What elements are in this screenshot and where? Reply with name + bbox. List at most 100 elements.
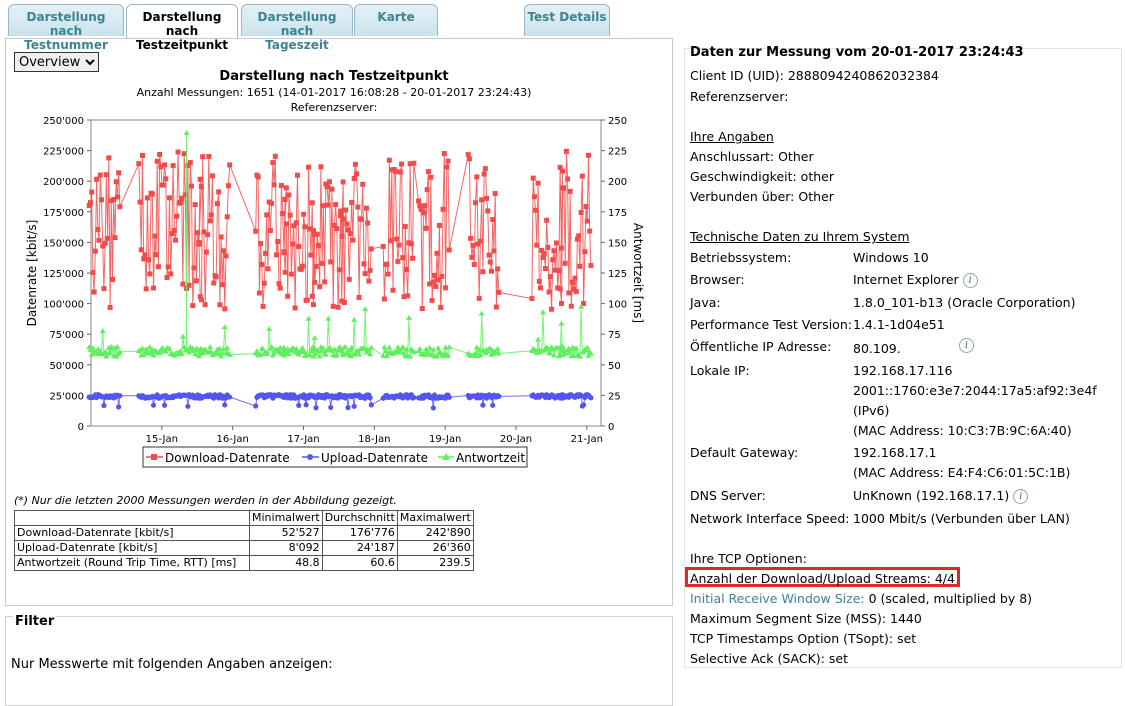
download-point — [421, 210, 427, 216]
rtt-point — [535, 336, 542, 342]
download-point — [368, 246, 374, 252]
rtt-point — [578, 303, 585, 309]
download-point — [560, 168, 566, 174]
download-point — [411, 160, 417, 166]
download-point — [476, 295, 482, 301]
download-point — [304, 297, 310, 303]
download-point — [162, 162, 168, 168]
download-point — [482, 166, 488, 172]
download-point — [291, 223, 297, 229]
download-point — [157, 151, 163, 157]
tab-testnummer[interactable]: Darstellung nach Testnummer — [8, 4, 124, 52]
download-point — [312, 232, 318, 238]
download-point — [475, 241, 481, 247]
details-panel: Daten zur Messung vom 20-01-2017 23:24:4… — [684, 45, 1122, 668]
download-point — [336, 267, 342, 273]
legend-marker-rtt — [442, 453, 450, 460]
rtt-point — [587, 350, 594, 356]
info-icon[interactable]: i — [1013, 489, 1029, 504]
download-point — [402, 224, 408, 230]
download-point — [293, 220, 299, 226]
download-point — [137, 199, 143, 205]
info-icon[interactable]: i — [959, 338, 974, 353]
download-point — [339, 298, 345, 304]
download-point — [356, 294, 362, 300]
rtt-point — [351, 316, 358, 322]
y2-tick-label: 125 — [608, 269, 627, 280]
download-point — [113, 179, 119, 185]
download-point — [87, 200, 93, 206]
download-point — [182, 192, 188, 198]
rtt-point — [285, 351, 292, 357]
upload-point — [253, 403, 259, 409]
download-point — [351, 176, 357, 182]
download-point — [112, 235, 118, 241]
download-point — [193, 278, 199, 284]
table-cell: Upload-Datenrate [kbit/s] — [14, 540, 250, 556]
download-point — [335, 304, 341, 310]
download-point — [551, 248, 557, 254]
os-label: Betriebssystem: — [690, 250, 792, 265]
upload-point — [580, 402, 587, 408]
download-point — [261, 280, 267, 286]
filter-title: Filter — [13, 614, 57, 629]
download-point — [541, 251, 547, 257]
tab-testzeitpunkt[interactable]: Darstellung nach Testzeitpunkt — [126, 4, 238, 52]
rtt-point — [583, 347, 590, 353]
download-point — [282, 196, 288, 202]
rtt-point — [340, 349, 347, 355]
tab-test-details[interactable]: Test Details — [524, 4, 610, 36]
download-point — [416, 198, 422, 204]
rtt-point — [405, 314, 412, 320]
download-point — [395, 258, 401, 264]
table-cell: Download-Datenrate [kbit/s] — [14, 525, 250, 541]
y-axis-label: Datenrate [kbit/s] — [25, 220, 39, 327]
java-label: Java: — [690, 295, 721, 310]
rtt-point — [394, 344, 401, 350]
download-point — [306, 164, 312, 170]
rtt-point — [484, 348, 491, 354]
rtt-point — [325, 315, 332, 321]
download-point — [553, 240, 559, 246]
rtt-point — [322, 351, 329, 357]
rtt-point — [221, 324, 228, 330]
download-point — [380, 243, 386, 249]
download-point — [381, 296, 387, 302]
download-point — [363, 205, 369, 211]
chart-note: (*) Nur die letzten 2000 Messungen werde… — [14, 494, 397, 507]
x-tick-label: 17-Jan — [287, 434, 319, 445]
browser-value: Internet Explorer — [853, 272, 959, 287]
download-point — [572, 275, 578, 281]
legend-box — [142, 446, 528, 468]
upload-point — [367, 395, 373, 401]
download-point — [138, 247, 144, 253]
download-point — [292, 305, 298, 311]
download-point — [397, 169, 403, 175]
download-point — [185, 163, 191, 169]
rtt-point — [266, 326, 273, 332]
tab-tageszeit[interactable]: Darstellung nach Tageszeit — [241, 4, 353, 52]
rtt-point — [305, 315, 312, 321]
rtt-point — [348, 344, 355, 350]
download-point — [546, 289, 552, 295]
rtt-point — [539, 309, 546, 315]
chart-title: Darstellung nach Testzeitpunkt — [219, 69, 449, 84]
irws-link[interactable]: Initial Receive Window Size: — [690, 591, 865, 606]
download-point — [198, 297, 204, 303]
download-point — [438, 304, 444, 310]
download-point — [362, 271, 368, 277]
download-point — [486, 252, 492, 258]
info-icon[interactable]: i — [962, 273, 978, 288]
download-point — [481, 171, 487, 177]
download-point — [399, 161, 405, 167]
download-point — [310, 302, 316, 308]
download-point — [218, 234, 224, 240]
download-point — [530, 175, 536, 181]
rtt-point — [324, 347, 331, 353]
tab-karte[interactable]: Karte — [354, 4, 438, 36]
download-point — [484, 195, 490, 201]
rtt-point — [207, 344, 214, 350]
download-point — [410, 255, 416, 261]
download-point — [544, 217, 550, 223]
view-select[interactable]: Overview — [14, 52, 99, 72]
